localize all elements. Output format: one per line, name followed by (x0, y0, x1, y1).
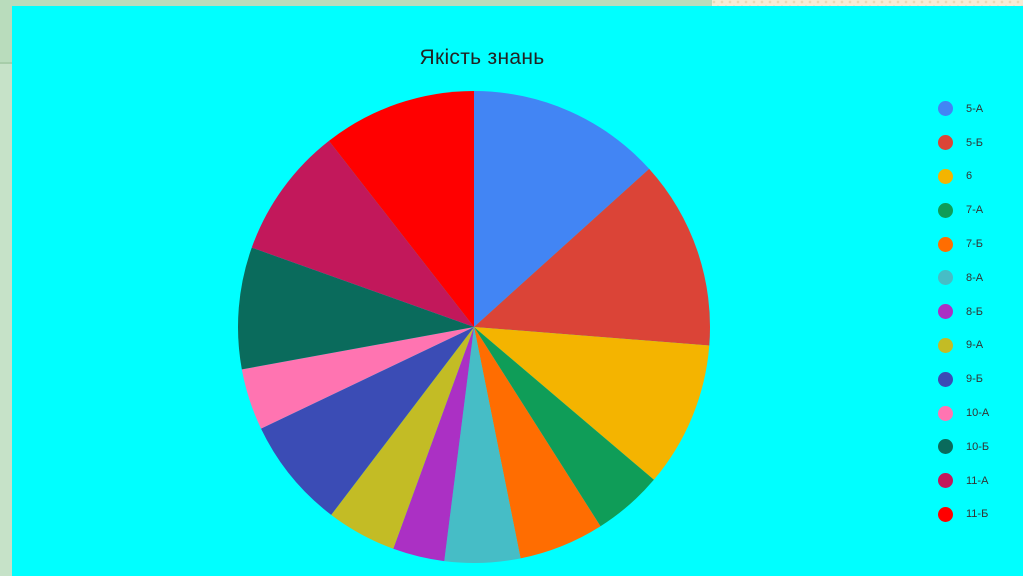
pie-slice-8-А (444, 327, 521, 564)
legend-label: 7-Б (966, 238, 983, 251)
pie-slice-10-Б (238, 247, 474, 370)
legend-item: 7-Б (938, 227, 1018, 261)
pie-slice-9-Б (261, 327, 474, 515)
legend-label: 7-А (966, 204, 984, 217)
legend-label: 8-А (966, 271, 984, 284)
slide-left-strip (0, 0, 12, 576)
legend-swatch (938, 135, 953, 151)
legend-item: 11-А (938, 464, 1018, 498)
legend-label: 9-А (966, 339, 984, 352)
legend-swatch (938, 168, 953, 184)
legend-swatch (938, 270, 953, 286)
pie-slice-11-Б (328, 91, 474, 327)
pie-slice-5-Б (474, 168, 711, 346)
chart-panel: Якість знань 5-А 5-Б 6 7-А 7-Б 8-А 8-Б 9-А 9-Б 10… (12, 6, 1023, 576)
pie-slice-11-А (251, 140, 474, 327)
legend-item: 6 (938, 160, 1018, 194)
legend-item: 5-Б (938, 126, 1018, 160)
legend-item: 11-Б (938, 498, 1018, 532)
pie-slice-6 (474, 327, 710, 480)
chart-title: Якість знань (419, 46, 545, 69)
legend-item: 9-А (938, 329, 1018, 363)
legend-label: 10-Б (966, 440, 990, 453)
pie-slice-10-А (241, 327, 474, 429)
legend-swatch (938, 304, 953, 320)
chart-legend: 5-А 5-Б 6 7-А 7-Б 8-А 8-Б 9-А 9-Б 10-А 10-Б 11-А 11-… (938, 92, 1018, 531)
legend-item: 9-Б (938, 362, 1018, 396)
legend-swatch (938, 371, 953, 387)
legend-item: 8-Б (938, 295, 1018, 329)
legend-item: 8-А (938, 261, 1018, 295)
legend-swatch (938, 101, 953, 117)
legend-label: 6 (966, 170, 973, 183)
legend-label: 11-Б (966, 508, 989, 521)
pie-slice-9-А (331, 327, 474, 549)
pie-slice-8-Б (393, 327, 474, 562)
legend-item: 5-А (938, 92, 1018, 126)
pie-slice-5-А (474, 91, 650, 327)
legend-swatch (938, 439, 953, 455)
legend-label: 8-Б (966, 305, 983, 318)
legend-item: 10-А (938, 396, 1018, 430)
legend-swatch (938, 236, 953, 252)
pie-slice-7-А (474, 327, 654, 527)
pie-slice-7-Б (474, 327, 601, 559)
legend-swatch (938, 202, 953, 218)
legend-label: 11-А (966, 474, 989, 487)
legend-label: 5-А (966, 102, 984, 115)
legend-label: 9-Б (966, 373, 983, 386)
legend-label: 5-Б (966, 136, 983, 149)
pie-chart (238, 91, 711, 564)
legend-label: 10-А (966, 407, 990, 420)
legend-swatch (938, 473, 953, 489)
legend-item: 10-Б (938, 430, 1018, 464)
legend-swatch (938, 506, 953, 522)
legend-swatch (938, 405, 953, 421)
legend-item: 7-А (938, 193, 1018, 227)
legend-swatch (938, 337, 953, 353)
